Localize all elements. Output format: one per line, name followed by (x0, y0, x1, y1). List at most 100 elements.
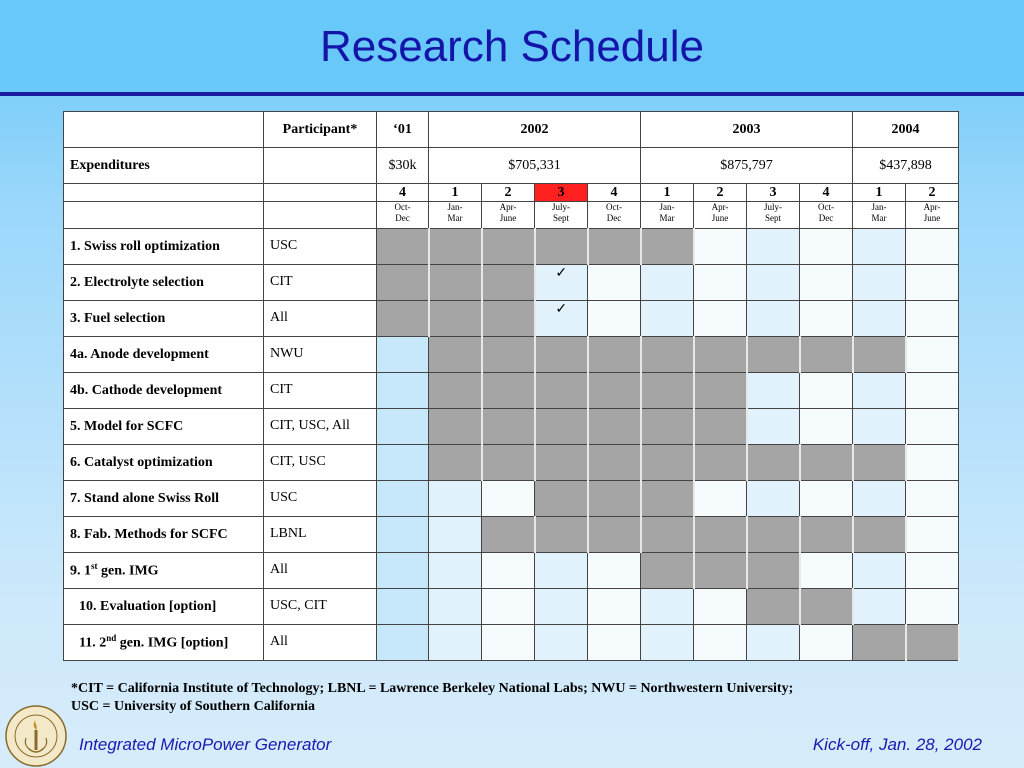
expenditure-value: $875,797 (640, 147, 853, 184)
title-divider (0, 92, 1024, 96)
gantt-empty-cell (852, 552, 906, 589)
caltech-seal-logo (5, 705, 67, 767)
empty-cell (263, 201, 377, 229)
participant-cell: All (263, 552, 377, 589)
gantt-active-cell (587, 336, 642, 373)
slide-title: Research Schedule (319, 22, 704, 71)
participant-cell: CIT, USC, All (263, 408, 377, 445)
gantt-empty-cell (905, 300, 959, 337)
expenditures-label: Expenditures (63, 147, 264, 184)
footnote-line: USC = University of Southern California (71, 699, 316, 714)
gantt-empty-cell (905, 408, 959, 445)
participant-cell: All (263, 300, 377, 337)
task-row: 5. Model for SCFC CIT, USC, All (63, 408, 959, 445)
gantt-empty-cell (799, 300, 853, 337)
gantt-empty-cell (746, 300, 800, 337)
gantt-active-cell (852, 516, 907, 553)
gantt-active-cell (693, 552, 748, 589)
task-row: 4b. Cathode development CIT (63, 372, 959, 409)
quarter-cell: 1 (852, 183, 906, 202)
gantt-active-cell (428, 336, 483, 373)
task-name: 11. 2nd gen. IMG [option] (63, 624, 264, 661)
empty-cell (263, 147, 377, 184)
participant-cell: USC (263, 228, 377, 265)
quarter-cell: 4 (587, 183, 641, 202)
task-row: 6. Catalyst optimization CIT, USC (63, 444, 959, 481)
gantt-active-cell (693, 516, 748, 553)
month-range-cell: Jan- Mar (852, 201, 906, 229)
participant-header: Participant* (263, 111, 377, 148)
gantt-active-cell (428, 228, 483, 265)
gantt-empty-cell (905, 264, 959, 301)
task-rows: 1. Swiss roll optimization USC 2. Electrol… (63, 228, 960, 661)
gantt-empty-cell (481, 588, 535, 625)
gantt-empty-cell (693, 588, 747, 625)
gantt-empty-cell (905, 444, 959, 481)
gantt-active-cell (640, 552, 695, 589)
empty-cell (263, 183, 377, 202)
task-row: 2. Electrolyte selection CIT ✓ (63, 264, 959, 301)
year-header-row: Participant* ‘01 2002 2003 2004 (63, 111, 959, 148)
gantt-empty-cell (376, 480, 429, 517)
task-row: 11. 2nd gen. IMG [option] All (63, 624, 960, 661)
gantt-empty-cell (376, 624, 429, 661)
gantt-empty-cell (746, 264, 800, 301)
month-range-cell: Jan- Mar (428, 201, 482, 229)
footnote-line: *CIT = California Institute of Technolog… (71, 681, 794, 696)
gantt-empty-cell (481, 624, 535, 661)
gantt-empty-cell (587, 552, 641, 589)
quarter-cell: 2 (693, 183, 747, 202)
gantt-empty-cell (428, 516, 482, 553)
task-row: 9. 1st gen. IMG All (63, 552, 959, 589)
quarter-cell: 1 (640, 183, 694, 202)
checkmark-icon: ✓ (555, 302, 568, 317)
gantt-empty-cell (587, 624, 641, 661)
gantt-active-cell (481, 372, 536, 409)
task-name: 1. Swiss roll optimization (63, 228, 264, 265)
footer-project-name: Integrated MicroPower Generator (79, 735, 332, 754)
gantt-empty-cell: ✓ (534, 264, 588, 301)
gantt-empty-cell (376, 516, 429, 553)
gantt-active-cell (693, 444, 748, 481)
participant-cell: NWU (263, 336, 377, 373)
gantt-empty-cell (534, 552, 588, 589)
gantt-active-cell (428, 444, 483, 481)
gantt-empty-cell: ✓ (534, 300, 588, 337)
gantt-empty-cell (799, 264, 853, 301)
gantt-active-cell (587, 516, 642, 553)
task-row: 4a. Anode development NWU (63, 336, 959, 373)
gantt-empty-cell (640, 300, 694, 337)
gantt-active-cell (428, 264, 483, 301)
gantt-empty-cell (640, 624, 694, 661)
gantt-empty-cell (905, 588, 959, 625)
quarter-cell: 4 (799, 183, 853, 202)
task-row: 7. Stand alone Swiss Roll USC (63, 480, 959, 517)
expenditure-value: $30k (376, 147, 429, 184)
month-range-cell: Jan- Mar (640, 201, 694, 229)
task-name: 10. Evaluation [option] (63, 588, 264, 625)
month-range-cell: Apr- June (481, 201, 535, 229)
quarter-cell: 3 (746, 183, 800, 202)
gantt-empty-cell (693, 300, 747, 337)
gantt-active-cell (640, 372, 695, 409)
quarter-cell: 2 (481, 183, 535, 202)
gantt-active-cell (428, 300, 483, 337)
quarter-cell: 4 (376, 183, 429, 202)
participant-cell: CIT, USC (263, 444, 377, 481)
corner-cell (63, 111, 264, 148)
gantt-active-cell (376, 300, 430, 337)
gantt-empty-cell (799, 372, 853, 409)
gantt-empty-cell (852, 480, 906, 517)
task-name: 8. Fab. Methods for SCFC (63, 516, 264, 553)
quarter-cell: 3 (534, 183, 588, 202)
gantt-active-cell (799, 588, 854, 625)
gantt-active-cell (905, 624, 960, 661)
footer-date: Kick-off, Jan. 28, 2002 (812, 735, 982, 754)
gantt-empty-cell (799, 480, 853, 517)
gantt-active-cell (534, 228, 589, 265)
month-row: Oct- Dec Jan- Mar Apr- June July- Sept Oct- Dec Ja… (63, 201, 959, 229)
gantt-empty-cell (428, 552, 482, 589)
year-header: 2003 (640, 111, 853, 148)
checkmark-icon: ✓ (555, 266, 568, 281)
